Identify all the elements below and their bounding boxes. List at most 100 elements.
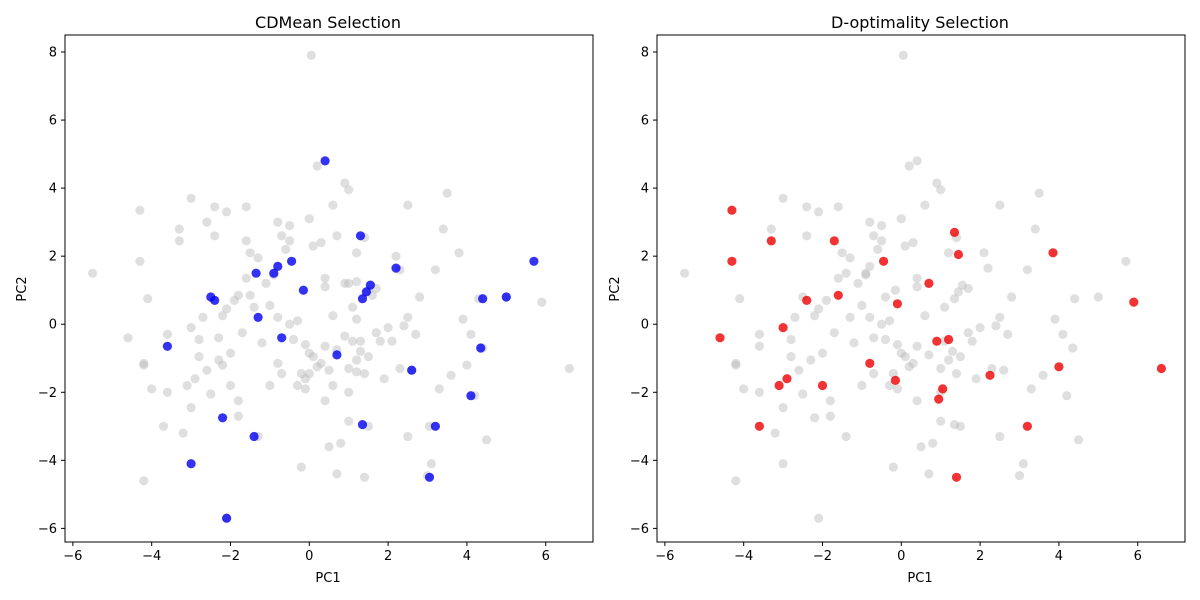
background-point xyxy=(912,282,922,292)
y-tick-label: 2 xyxy=(49,250,57,265)
background-point xyxy=(1121,256,1131,266)
background-point xyxy=(446,370,456,380)
background-point xyxy=(198,312,208,322)
background-point xyxy=(324,442,334,452)
background-point xyxy=(245,290,255,300)
background-point xyxy=(900,241,910,251)
background-point xyxy=(754,329,765,339)
background-point xyxy=(971,374,981,384)
background-point xyxy=(869,231,879,241)
background-point xyxy=(241,202,251,212)
background-point xyxy=(210,202,220,212)
background-point xyxy=(225,380,236,391)
background-point xyxy=(967,336,977,346)
background-point xyxy=(778,459,788,469)
background-point xyxy=(731,358,741,368)
background-point xyxy=(308,352,318,362)
background-point xyxy=(912,273,922,283)
background-point xyxy=(186,193,196,203)
background-point xyxy=(849,338,859,348)
background-point xyxy=(877,221,887,231)
background-point xyxy=(352,314,362,324)
background-point xyxy=(300,374,310,384)
background-point xyxy=(908,238,918,248)
background-point xyxy=(888,462,899,472)
background-point xyxy=(1026,384,1036,394)
background-point xyxy=(900,352,910,362)
selected-point xyxy=(529,256,539,266)
selected-point xyxy=(934,394,944,404)
selected-point xyxy=(273,261,283,271)
background-point xyxy=(924,469,934,479)
background-point xyxy=(186,403,196,413)
background-point xyxy=(857,380,867,391)
background-point xyxy=(320,341,330,351)
background-point xyxy=(837,248,847,258)
background-point xyxy=(139,476,149,486)
background-point xyxy=(873,244,883,254)
y-tick-label: −6 xyxy=(38,522,57,537)
background-point xyxy=(896,214,906,224)
selected-point xyxy=(249,431,259,442)
background-point xyxy=(241,273,251,283)
y-tick-label: −6 xyxy=(630,522,649,537)
background-point xyxy=(363,352,373,362)
background-point xyxy=(438,224,448,234)
background-point xyxy=(214,355,224,365)
background-point xyxy=(802,202,812,212)
selected-point xyxy=(186,459,196,469)
background-point xyxy=(218,360,228,370)
background-point xyxy=(810,311,820,321)
background-point xyxy=(957,280,968,290)
selected-point xyxy=(782,374,792,384)
background-point xyxy=(202,217,212,227)
background-point xyxy=(537,297,547,307)
background-point xyxy=(916,442,926,452)
background-point xyxy=(841,431,851,442)
background-point xyxy=(320,282,330,292)
background-point xyxy=(375,336,385,346)
selected-point xyxy=(365,280,375,290)
background-point xyxy=(853,278,863,288)
background-point xyxy=(877,236,887,246)
background-point xyxy=(770,428,780,438)
selected-point xyxy=(727,256,737,266)
background-point xyxy=(786,334,796,345)
background-point xyxy=(466,329,476,339)
y-tick-label: 4 xyxy=(641,182,649,197)
background-point xyxy=(884,316,895,326)
background-point xyxy=(442,188,452,198)
background-point xyxy=(794,365,804,375)
selected-point xyxy=(774,380,784,391)
background-point xyxy=(383,323,393,333)
background-point xyxy=(983,263,993,273)
background-point xyxy=(865,312,875,322)
background-point xyxy=(306,50,316,61)
selected-series xyxy=(715,205,1166,482)
y-tick-label: 0 xyxy=(49,318,57,333)
background-point xyxy=(296,369,306,379)
selected-point xyxy=(833,290,843,300)
background-series xyxy=(680,50,1131,523)
selected-point xyxy=(162,341,172,351)
background-point xyxy=(245,248,255,258)
background-point xyxy=(395,363,405,374)
x-tick-label: −6 xyxy=(655,549,674,564)
background-point xyxy=(257,338,267,348)
selected-point xyxy=(466,391,476,401)
background-point xyxy=(936,363,946,374)
background-point xyxy=(944,248,954,258)
selected-point xyxy=(361,287,371,297)
background-point xyxy=(241,236,251,246)
background-point xyxy=(1062,391,1072,401)
background-point xyxy=(186,323,196,333)
y-axis-label: PC2 xyxy=(608,276,623,301)
selected-point xyxy=(944,334,954,345)
selected-point xyxy=(391,263,401,273)
background-point xyxy=(880,292,891,302)
background-point xyxy=(869,333,879,343)
x-tick-label: −4 xyxy=(142,549,161,564)
background-point xyxy=(336,438,346,448)
background-point xyxy=(1038,370,1048,380)
background-point xyxy=(324,365,334,375)
